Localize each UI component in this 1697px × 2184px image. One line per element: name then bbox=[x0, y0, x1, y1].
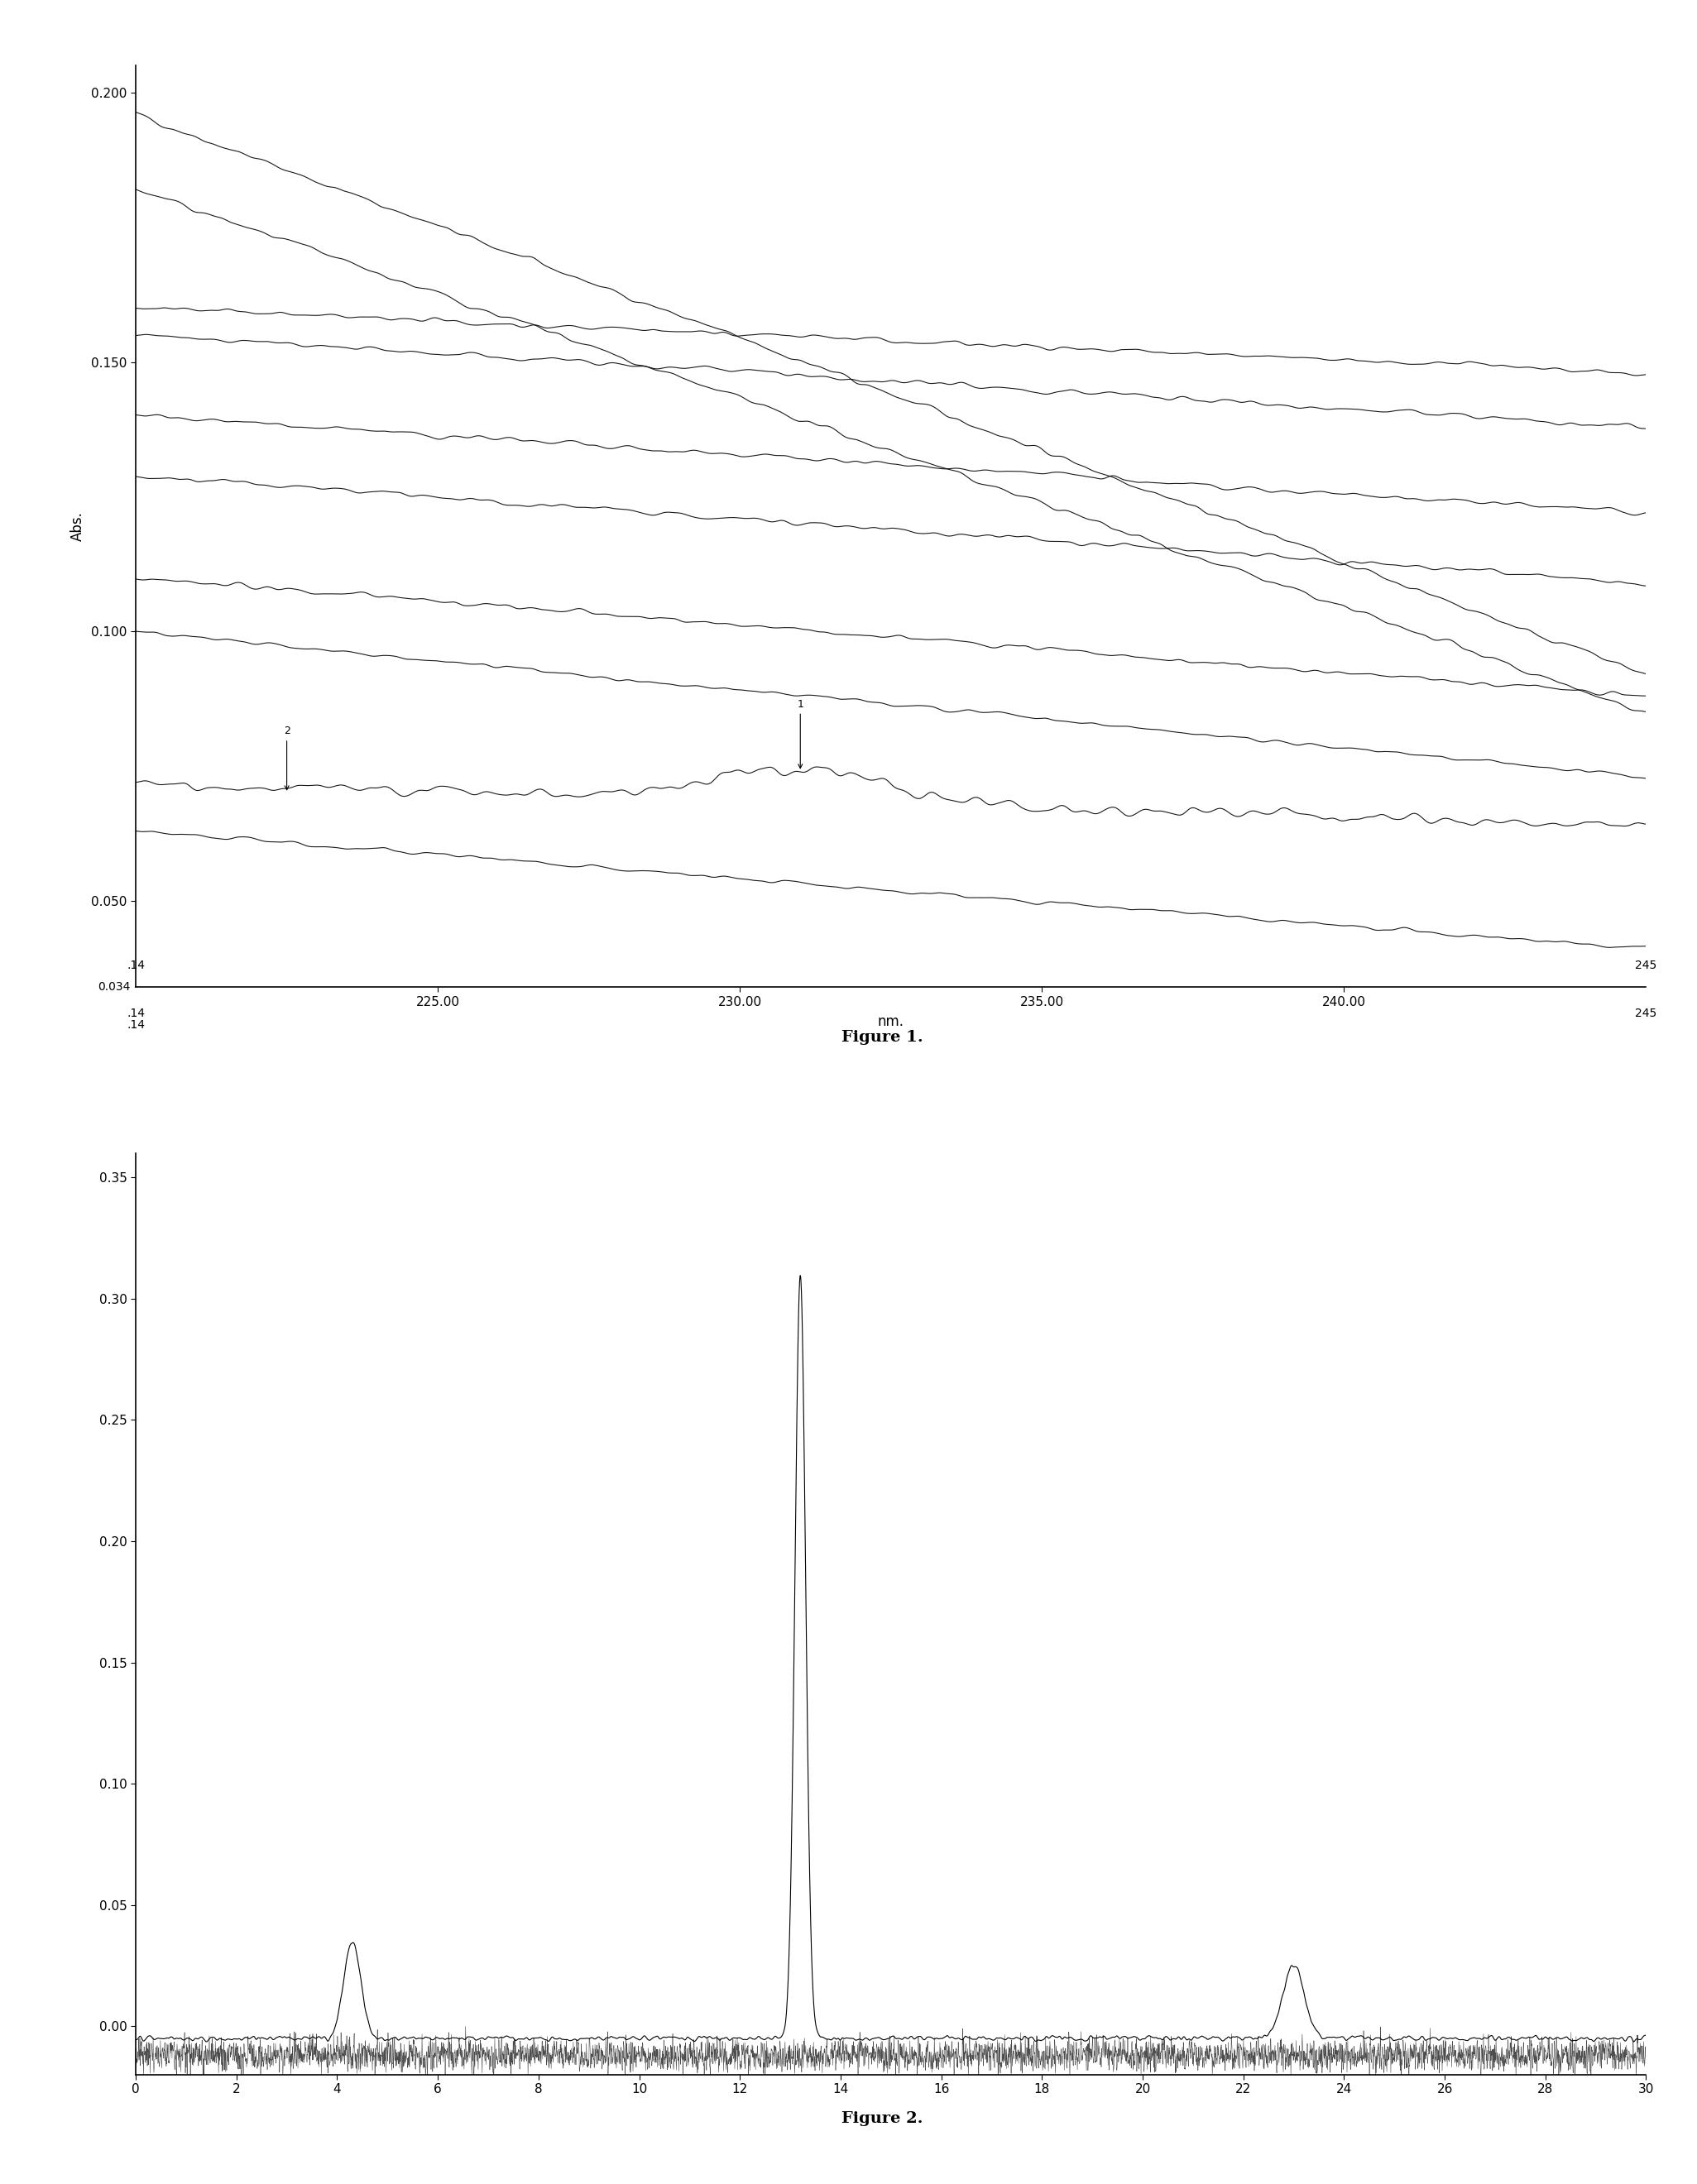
Text: 245: 245 bbox=[1636, 959, 1656, 972]
Text: .14: .14 bbox=[127, 1020, 144, 1031]
X-axis label: nm.: nm. bbox=[877, 1013, 905, 1029]
Text: .14: .14 bbox=[127, 959, 144, 972]
Text: .14: .14 bbox=[127, 1007, 144, 1020]
Text: 2: 2 bbox=[283, 725, 290, 791]
Text: Figure 1.: Figure 1. bbox=[842, 1031, 923, 1044]
Text: 0.034: 0.034 bbox=[97, 981, 131, 994]
Text: 245: 245 bbox=[1636, 1007, 1656, 1020]
Text: 1: 1 bbox=[798, 699, 804, 769]
Y-axis label: Abs.: Abs. bbox=[71, 511, 85, 542]
Text: Figure 2.: Figure 2. bbox=[842, 2112, 923, 2125]
